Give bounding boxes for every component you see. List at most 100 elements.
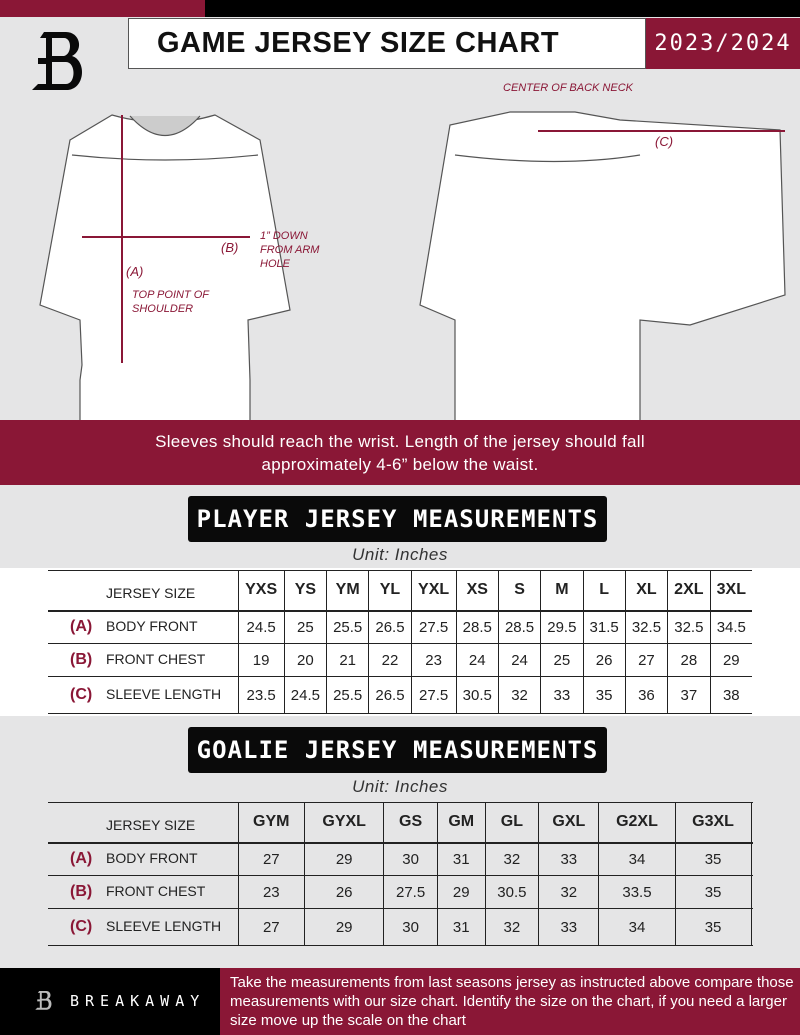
measurement-value: 34 <box>598 908 676 946</box>
measurement-value: 34.5 <box>709 609 752 644</box>
table-row: (B) FRONT CHEST 19 20 21 22 23 24 24 25 26 27 28 29 <box>48 643 752 677</box>
back-jersey-drawing <box>419 111 786 420</box>
measurement-value: 32.5 <box>624 609 669 644</box>
front-jersey-drawing <box>39 114 291 420</box>
measurement-value: 31 <box>436 908 486 946</box>
measurement-value: 20 <box>283 643 328 677</box>
measurement-value: 26 <box>582 643 626 677</box>
measurement-name: BODY FRONT <box>106 850 198 867</box>
measurement-value: 31.5 <box>582 609 626 644</box>
row-label: (C) SLEEVE LENGTH <box>48 908 239 946</box>
measurement-value: 35 <box>674 875 752 909</box>
measurement-value: 35 <box>674 908 752 946</box>
instructions-band: Sleeves should reach the wrist. Length o… <box>0 420 800 485</box>
size-header: GXL <box>538 802 600 843</box>
measurement-value: 32 <box>484 908 540 946</box>
table-row: (C) SLEEVE LENGTH 27 29 30 31 32 33 34 35 <box>48 908 752 946</box>
size-header: GYXL <box>304 802 385 843</box>
measurement-value: 29 <box>304 841 385 876</box>
measurement-value: 30.5 <box>484 875 540 909</box>
size-header: 2XL <box>667 570 711 611</box>
measurement-value: 24 <box>455 643 499 677</box>
goalie-heading: GOALIE JERSEY MEASUREMENTS <box>188 727 607 773</box>
measurement-value: 32 <box>484 841 540 876</box>
measurement-value: 30 <box>383 908 438 946</box>
measurement-value: 25 <box>540 643 584 677</box>
measurement-value: 19 <box>237 643 285 677</box>
table-row: (C) SLEEVE LENGTH 23.5 24.5 25.5 26.5 27.5 30.5… <box>48 676 752 714</box>
measurement-value <box>750 841 752 876</box>
measurement-value: 33 <box>538 908 600 946</box>
size-header: XL <box>624 570 669 611</box>
size-header: L <box>582 570 626 611</box>
footer-brand-name: BREAKAWAY <box>70 992 206 1010</box>
size-header: GM <box>436 802 486 843</box>
row-label: (B) FRONT CHEST <box>48 643 239 677</box>
table-row: (A) BODY FRONT 27 29 30 31 32 33 34 35 <box>48 841 752 876</box>
shoulder-note: TOP POINT OF SHOULDER <box>132 289 209 315</box>
measurement-letter: (C) <box>70 918 93 935</box>
row-label: (C) SLEEVE LENGTH <box>48 676 239 714</box>
measurement-value: 25 <box>283 609 328 644</box>
measurement-value: 23 <box>237 875 306 909</box>
size-header: S <box>497 570 542 611</box>
measurement-value: 27 <box>237 908 306 946</box>
measurement-value: 28 <box>667 643 711 677</box>
measurement-value: 25.5 <box>326 609 370 644</box>
row-label: (A) BODY FRONT <box>48 609 239 644</box>
measurement-value <box>750 875 752 909</box>
player-size-table: JERSEY SIZE YXS YS YM YL YXL XS S M L XL… <box>48 570 752 714</box>
size-header: YM <box>326 570 370 611</box>
size-header: 3XL <box>709 570 752 611</box>
top-black-bar <box>205 0 800 17</box>
measurement-letter: (A) <box>70 850 93 868</box>
table-row: (B) FRONT CHEST 23 26 27.5 29 30.5 32 33.5 35 <box>48 875 752 909</box>
measurement-value: 27.5 <box>383 875 438 909</box>
measurement-value: 36 <box>624 676 669 714</box>
jersey-size-header: JERSEY SIZE <box>48 802 239 843</box>
measurement-name: FRONT CHEST <box>106 651 206 667</box>
measurement-value: 28.5 <box>497 609 542 644</box>
page-title: GAME JERSEY SIZE CHART <box>128 18 646 69</box>
measurement-value: 32 <box>497 676 542 714</box>
row-label: (B) FRONT CHEST <box>48 875 239 909</box>
size-header: G2XL <box>598 802 676 843</box>
measurement-lines <box>82 115 785 363</box>
measurement-value: 33 <box>540 676 584 714</box>
measurement-name: SLEEVE LENGTH <box>106 686 222 702</box>
size-header: YXS <box>237 570 285 611</box>
footer-instructions: Take the measurements from last seasons … <box>220 968 800 1035</box>
jersey-diagram <box>39 111 786 420</box>
measurement-value: 21 <box>326 643 370 677</box>
measurement-value: 31 <box>436 841 486 876</box>
measurement-value: 24 <box>497 643 542 677</box>
measurement-value: 26.5 <box>368 676 412 714</box>
measurement-name: FRONT CHEST <box>106 883 206 899</box>
size-header: YXL <box>410 570 457 611</box>
measurement-value: 27.5 <box>410 676 457 714</box>
measurement-value: 24.5 <box>283 676 328 714</box>
size-header: GYM <box>237 802 306 843</box>
table-row: (A) BODY FRONT 24.5 25 25.5 26.5 27.5 28.5 28.5 2… <box>48 609 752 644</box>
size-header <box>750 802 752 843</box>
instructions-line-1: Sleeves should reach the wrist. Length o… <box>155 432 645 451</box>
measurement-value: 30 <box>383 841 438 876</box>
measurement-letter: (C) <box>70 686 93 703</box>
measurement-name: BODY FRONT <box>106 618 198 635</box>
measurement-value: 38 <box>709 676 752 714</box>
measurement-value: 35 <box>674 841 752 876</box>
measurement-value: 26 <box>304 875 385 909</box>
size-header: YL <box>368 570 412 611</box>
measurement-value <box>750 908 752 946</box>
size-header: XS <box>455 570 499 611</box>
measurement-value: 35 <box>582 676 626 714</box>
size-header: GS <box>383 802 438 843</box>
player-unit: Unit: Inches <box>352 545 448 564</box>
measurement-value: 34 <box>598 841 676 876</box>
measurement-value: 28.5 <box>455 609 499 644</box>
measurement-value: 25.5 <box>326 676 370 714</box>
measurement-value: 29 <box>304 908 385 946</box>
size-header: M <box>540 570 584 611</box>
measurement-value: 29 <box>436 875 486 909</box>
measurement-value: 37 <box>667 676 711 714</box>
